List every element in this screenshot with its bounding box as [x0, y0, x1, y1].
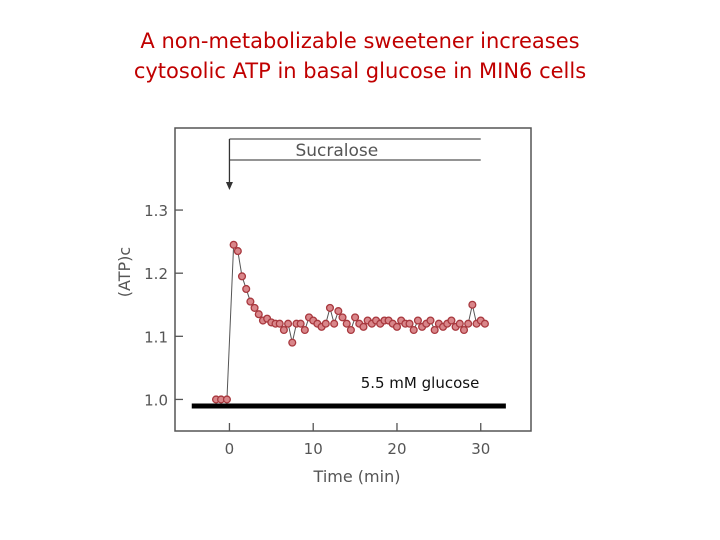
- data-point: [296, 319, 305, 328]
- sucralose-annotation: Sucralose: [225, 138, 481, 190]
- data-point: [413, 316, 422, 325]
- data-point: [288, 338, 297, 347]
- glucose-label: 5.5 mM glucose: [361, 374, 480, 392]
- x-tick-label: 10: [304, 440, 323, 458]
- data-point: [321, 319, 330, 328]
- slide-title: A non-metabolizable sweetener increases …: [0, 26, 720, 86]
- glucose-annotation: 5.5 mM glucose: [191, 374, 506, 409]
- x-axis-label: Time (min): [313, 467, 401, 486]
- y-tick-label: 1.0: [144, 391, 168, 409]
- slide-title-line-1: A non-metabolizable sweetener increases: [140, 29, 580, 53]
- data-point: [464, 319, 473, 328]
- data-point: [392, 322, 402, 331]
- data-point: [459, 325, 469, 335]
- data-point: [334, 307, 343, 316]
- data-point: [455, 319, 464, 328]
- data-point: [330, 319, 339, 328]
- data-point: [237, 272, 247, 281]
- y-tick-label: 1.3: [144, 202, 168, 220]
- y-tick-label: 1.1: [144, 328, 168, 346]
- data-point: [250, 303, 259, 312]
- data-point: [430, 325, 439, 335]
- data-point: [275, 319, 284, 328]
- data-point: [346, 325, 355, 335]
- slide-title-line-2: cytosolic ATP in basal glucose in MIN6 c…: [133, 59, 587, 83]
- y-axis-label: (ATP)c: [115, 247, 134, 297]
- data-point: [242, 284, 251, 294]
- data-point: [246, 297, 255, 306]
- y-tick-label: 1.2: [144, 265, 168, 283]
- data-point: [409, 325, 418, 335]
- data-point: [426, 316, 435, 325]
- data-point: [284, 319, 293, 328]
- data-point: [468, 300, 477, 309]
- data-point: [325, 303, 335, 312]
- data-point: [338, 313, 347, 322]
- data-point: [229, 240, 238, 249]
- data-point: [254, 310, 263, 319]
- data-point: [300, 325, 309, 335]
- x-tick-label: 0: [225, 440, 235, 458]
- data-point: [447, 316, 456, 325]
- data-point: [351, 313, 360, 322]
- data-point: [233, 247, 242, 256]
- data-point: [405, 319, 414, 328]
- sucralose-arrow-head: [225, 182, 233, 190]
- data-point: [279, 325, 288, 335]
- data-point: [222, 395, 231, 404]
- y-axis-ticks: 1.0 1.1 1.2 1.3: [144, 202, 183, 409]
- x-tick-label: 20: [387, 440, 406, 458]
- data-point: [359, 322, 368, 331]
- data-series: [211, 240, 489, 404]
- plot-frame: [174, 127, 532, 432]
- data-point: [480, 319, 489, 328]
- sucralose-label: Sucralose: [295, 141, 378, 161]
- data-point: [342, 319, 351, 328]
- x-tick-label: 30: [471, 440, 490, 458]
- x-axis-ticks: 0 10 20 30: [225, 423, 490, 458]
